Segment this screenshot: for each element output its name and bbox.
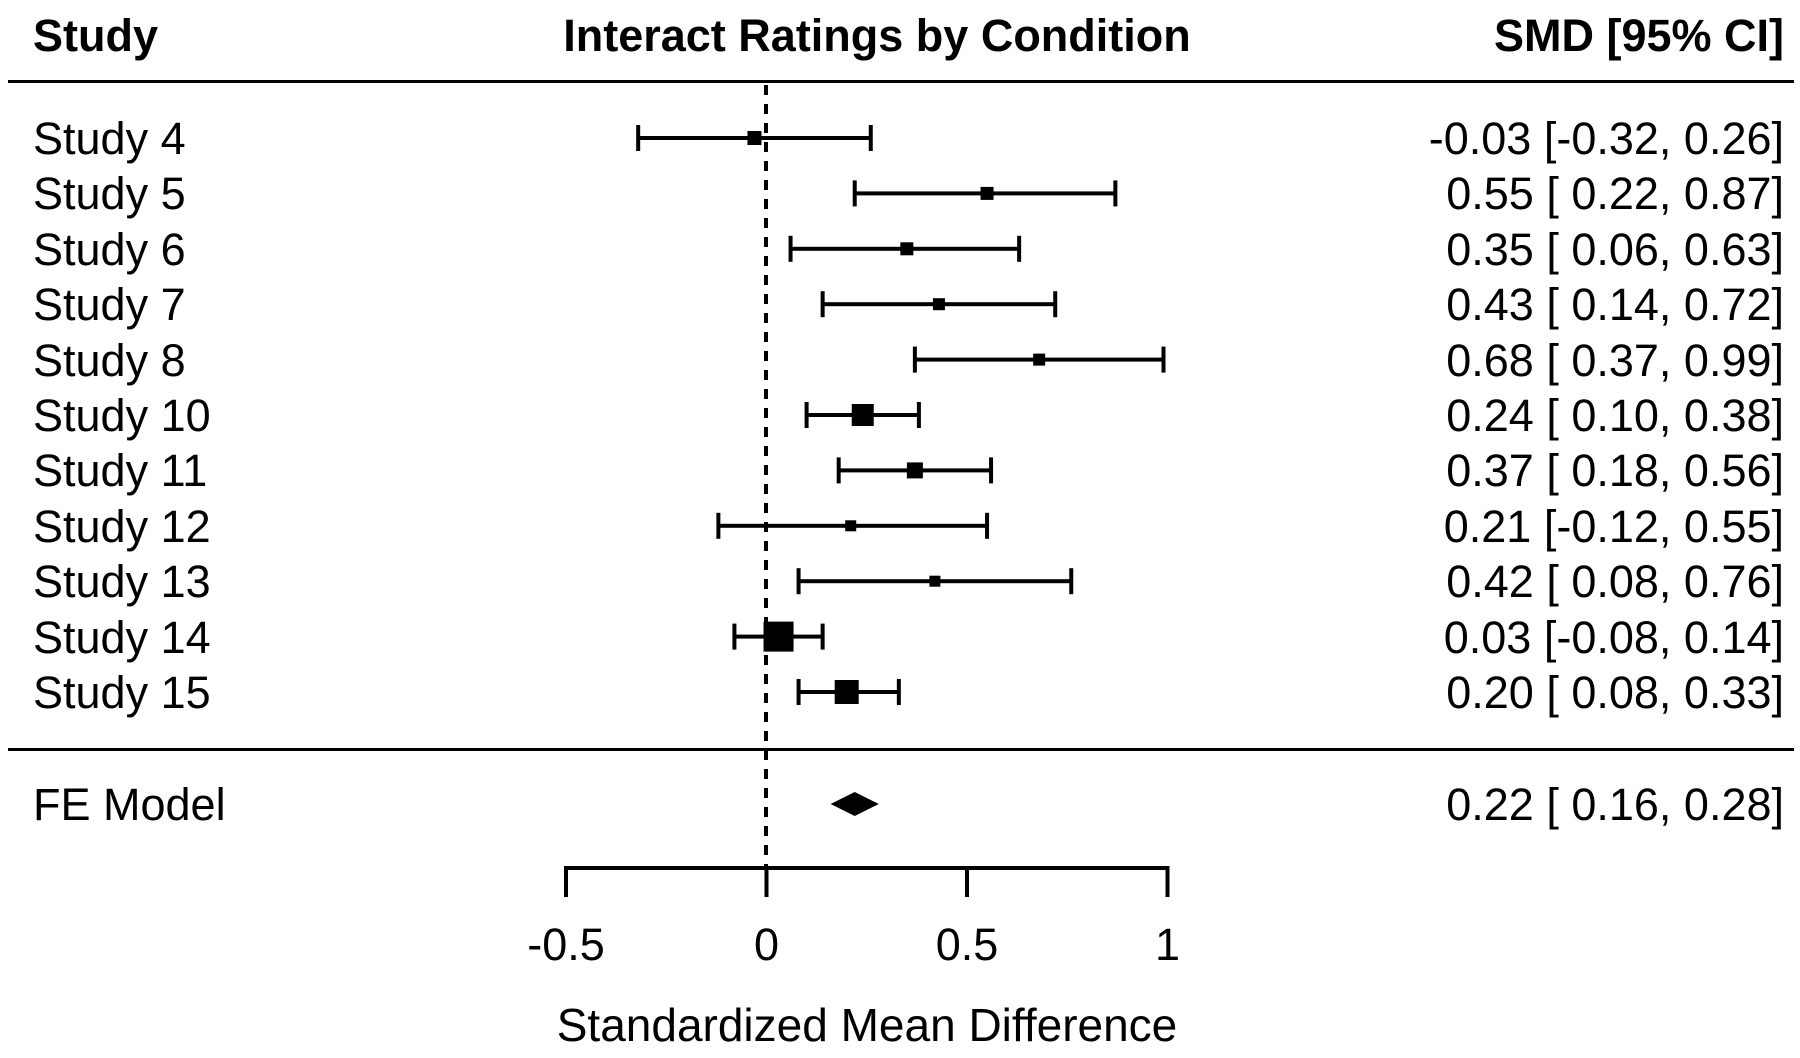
study-label: Study 14: [33, 611, 211, 663]
ci-group: [788, 235, 1022, 262]
ci-group: [820, 291, 1058, 318]
ci-group: [796, 568, 1074, 595]
effect-square: [851, 404, 874, 426]
ci-line: [806, 413, 919, 417]
study-smd-value: 0.35 [ 0.06, 0.63]: [1446, 223, 1784, 275]
ci-cap-right: [868, 125, 873, 151]
x-axis-tick-label: 0.5: [935, 919, 999, 970]
ci-cap-right: [820, 623, 825, 650]
study-label: Study 15: [33, 667, 211, 718]
ci-cap-left: [852, 180, 857, 207]
effect-square: [1033, 353, 1046, 366]
study-label: Study 7: [33, 279, 186, 331]
effect-square: [906, 462, 923, 479]
x-axis-tick-label: 1: [1154, 919, 1181, 970]
ci-group: [796, 679, 901, 705]
ci-line: [854, 191, 1116, 196]
study-smd-value: 0.42 [ 0.08, 0.76]: [1446, 556, 1784, 608]
ci-cap-right: [989, 457, 994, 484]
ci-cap-left: [912, 346, 917, 373]
ci-line: [914, 357, 1164, 362]
ci-cap-left: [636, 125, 641, 151]
ci-cap-left: [836, 457, 841, 484]
ci-cap-left: [820, 291, 825, 318]
ci-line: [838, 468, 992, 473]
x-axis-tick: [764, 866, 769, 897]
study-label: Study 12: [33, 500, 211, 552]
ci-cap-left: [732, 623, 737, 650]
effect-square: [834, 680, 859, 704]
study-smd-value: 0.37 [ 0.18, 0.56]: [1446, 445, 1784, 497]
study-smd-value: 0.68 [ 0.37, 0.99]: [1446, 334, 1784, 386]
effect-square: [900, 242, 914, 256]
effect-square: [980, 186, 994, 200]
study-label: Study 4: [33, 113, 186, 164]
study-label: Study 13: [33, 556, 211, 608]
study-label: Study 6: [33, 223, 186, 275]
ci-cap-right: [985, 512, 990, 539]
study-smd-value: 0.55 [ 0.22, 0.87]: [1446, 168, 1784, 220]
ci-line: [798, 690, 899, 694]
ci-group: [852, 180, 1118, 207]
study-label: Study 11: [33, 445, 208, 497]
ci-group: [716, 512, 990, 539]
study-label: Study 10: [33, 390, 211, 441]
effect-square: [929, 575, 941, 587]
ci-group: [732, 621, 825, 652]
study-label: Study 5: [33, 168, 186, 220]
ci-line: [822, 302, 1056, 307]
study-smd-value: 0.24 [ 0.10, 0.38]: [1446, 390, 1784, 441]
study-label: Study 8: [33, 334, 186, 386]
ci-cap-right: [916, 402, 921, 428]
x-axis-label: Standardized Mean Difference: [556, 999, 1178, 1051]
x-axis-tick-label: -0.5: [527, 919, 605, 970]
ci-cap-left: [796, 568, 801, 595]
study-smd-value: 0.21 [-0.12, 0.55]: [1443, 500, 1784, 552]
ci-cap-left: [716, 512, 721, 539]
study-smd-value: -0.03 [-0.32, 0.26]: [1428, 113, 1784, 164]
summary-diamond: [830, 792, 879, 816]
effect-square: [747, 131, 762, 145]
ci-cap-right: [896, 679, 901, 705]
ci-group: [636, 125, 873, 151]
study-smd-value: 0.20 [ 0.08, 0.33]: [1446, 667, 1784, 718]
chart-title: Interact Ratings by Condition: [563, 10, 1191, 61]
column-header-smd: SMD [95% CI]: [1493, 10, 1784, 61]
ci-cap-right: [1053, 291, 1058, 318]
ci-line: [798, 579, 1072, 584]
ci-group: [912, 346, 1166, 373]
column-header-study: Study: [33, 10, 159, 61]
effect-square: [845, 520, 857, 532]
ci-group: [836, 457, 994, 484]
ci-cap-left: [804, 402, 809, 428]
ci-cap-right: [1069, 568, 1074, 595]
study-smd-value: 0.43 [ 0.14, 0.72]: [1446, 279, 1784, 331]
x-axis-line: [564, 866, 1170, 870]
x-axis-tick: [564, 866, 568, 897]
ci-group: [804, 402, 921, 428]
summary-label: FE Model: [33, 779, 226, 830]
effect-square: [932, 298, 945, 311]
ci-line: [734, 634, 823, 639]
ci-line: [638, 136, 871, 140]
x-axis-tick: [965, 866, 969, 897]
ci-cap-left: [796, 679, 801, 705]
header-divider-line: [8, 80, 1794, 83]
zero-reference-line: [764, 85, 768, 868]
ci-line: [718, 523, 988, 528]
ci-cap-left: [788, 235, 793, 262]
x-axis-tick-label: 0: [753, 919, 780, 970]
ci-cap-right: [1161, 346, 1166, 373]
ci-cap-right: [1113, 180, 1118, 207]
summary-divider-line: [8, 748, 1794, 751]
ci-line: [790, 246, 1020, 251]
summary-smd-value: 0.22 [ 0.16, 0.28]: [1446, 779, 1784, 830]
study-smd-value: 0.03 [-0.08, 0.14]: [1443, 611, 1784, 663]
ci-cap-right: [1017, 235, 1022, 262]
effect-square: [763, 621, 794, 652]
x-axis-tick: [1165, 866, 1170, 897]
